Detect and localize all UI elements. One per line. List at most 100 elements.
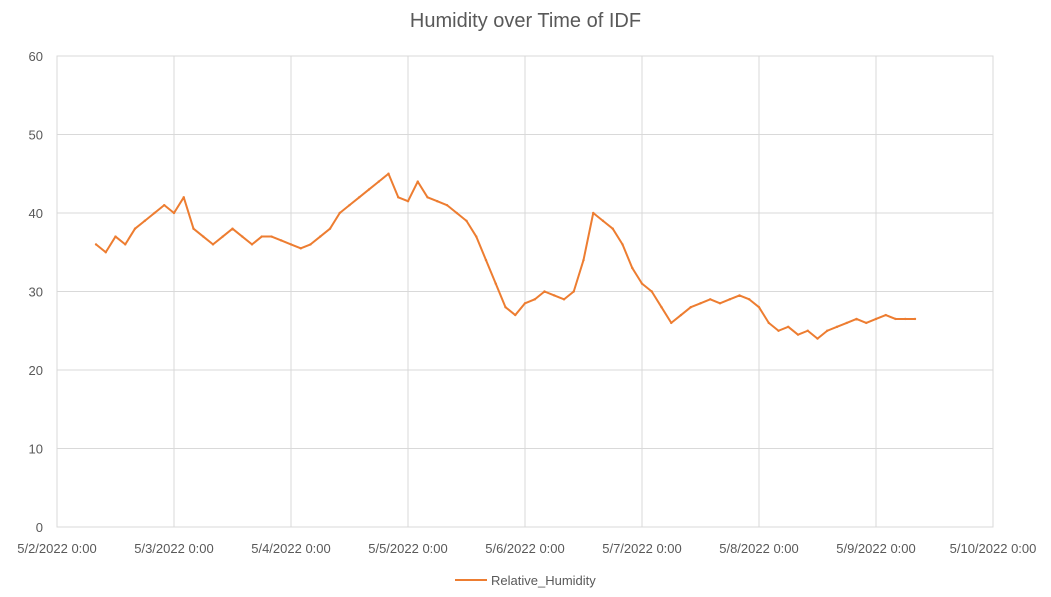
- data-point: [299, 247, 302, 250]
- y-tick-label: 10: [29, 442, 43, 457]
- x-tick-label: 5/2/2022 0:00: [17, 541, 97, 556]
- data-point: [904, 317, 907, 321]
- y-tick-label: 30: [29, 285, 43, 300]
- y-tick-label: 20: [29, 363, 43, 378]
- data-point: [172, 211, 176, 215]
- data-point: [289, 243, 293, 246]
- data-point: [796, 333, 800, 336]
- data-point: [913, 317, 917, 321]
- data-point: [397, 196, 400, 199]
- data-point: [192, 227, 195, 230]
- data-point: [104, 251, 107, 254]
- data-point: [601, 219, 605, 223]
- data-point: [124, 243, 127, 246]
- legend: Relative_Humidity: [455, 573, 596, 588]
- data-point: [514, 313, 517, 317]
- data-point: [260, 235, 263, 238]
- y-axis-tick-labels: 0 10 20 30 40 50 60: [29, 49, 43, 535]
- data-point: [660, 306, 663, 309]
- data-point: [806, 329, 809, 332]
- data-point: [348, 203, 351, 207]
- x-tick-label: 5/4/2022 0:00: [251, 541, 331, 556]
- data-point: [650, 290, 653, 293]
- data-point: [494, 282, 497, 285]
- y-tick-label: 50: [29, 128, 43, 143]
- y-tick-label: 0: [36, 520, 43, 535]
- data-point: [416, 180, 419, 183]
- data-point: [436, 200, 439, 203]
- data-point: [94, 243, 98, 246]
- x-tick-label: 5/5/2022 0:00: [368, 541, 448, 556]
- data-point: [728, 298, 731, 301]
- data-point: [465, 219, 468, 223]
- data-point: [738, 294, 741, 297]
- data-point: [845, 321, 848, 325]
- data-point: [358, 196, 361, 199]
- data-point: [114, 235, 117, 238]
- data-point: [202, 235, 205, 238]
- data-point: [767, 321, 770, 325]
- x-tick-label: 5/10/2022 0:00: [950, 541, 1037, 556]
- data-point: [757, 306, 761, 309]
- data-point: [816, 337, 819, 340]
- data-point: [709, 298, 712, 301]
- data-point: [231, 227, 234, 230]
- data-point: [621, 243, 624, 246]
- data-point: [163, 203, 166, 207]
- x-axis-tick-labels: 5/2/2022 0:00 5/3/2022 0:00 5/4/2022 0:00 5…: [17, 541, 1036, 556]
- data-point: [777, 329, 780, 332]
- data-point: [319, 235, 322, 238]
- data-point: [826, 329, 829, 332]
- data-point: [533, 298, 536, 301]
- data-point: [855, 317, 858, 321]
- data-point: [631, 266, 634, 270]
- legend-label-relative-humidity: Relative_Humidity: [491, 573, 596, 588]
- data-point: [699, 302, 702, 305]
- data-point: [445, 203, 449, 207]
- data-point: [309, 243, 312, 246]
- data-point: [670, 321, 673, 325]
- data-point: [884, 313, 887, 317]
- data-point: [689, 306, 692, 309]
- data-point: [455, 211, 458, 215]
- data-point: [270, 235, 273, 238]
- data-point: [894, 317, 897, 321]
- data-point: [874, 317, 878, 321]
- data-point: [328, 227, 332, 230]
- data-point: [280, 239, 283, 242]
- data-point: [504, 306, 507, 309]
- data-point: [611, 227, 614, 230]
- data-point: [182, 196, 185, 199]
- data-point: [592, 211, 595, 215]
- data-point: [133, 227, 137, 230]
- data-point: [787, 325, 790, 329]
- data-point: [241, 235, 244, 238]
- data-point: [523, 302, 527, 305]
- vertical-gridlines: [56, 56, 994, 527]
- y-tick-label: 60: [29, 49, 43, 64]
- data-point: [338, 211, 341, 215]
- data-point: [835, 325, 839, 329]
- data-point: [865, 321, 868, 325]
- y-tick-label: 40: [29, 206, 43, 221]
- data-point: [406, 200, 410, 203]
- data-point: [426, 196, 429, 199]
- data-point: [484, 258, 488, 262]
- series-layer: [94, 172, 917, 340]
- data-point: [543, 290, 546, 293]
- x-tick-label: 5/3/2022 0:00: [134, 541, 214, 556]
- data-point: [640, 282, 644, 285]
- data-point: [367, 188, 371, 191]
- data-point: [221, 235, 224, 238]
- data-point: [572, 290, 575, 293]
- x-tick-label: 5/6/2022 0:00: [485, 541, 565, 556]
- data-point: [718, 302, 722, 305]
- data-point: [143, 219, 146, 223]
- data-point: [377, 180, 380, 183]
- data-point: [211, 243, 215, 246]
- x-tick-label: 5/9/2022 0:00: [836, 541, 916, 556]
- x-tick-label: 5/7/2022 0:00: [602, 541, 682, 556]
- data-point: [553, 294, 556, 297]
